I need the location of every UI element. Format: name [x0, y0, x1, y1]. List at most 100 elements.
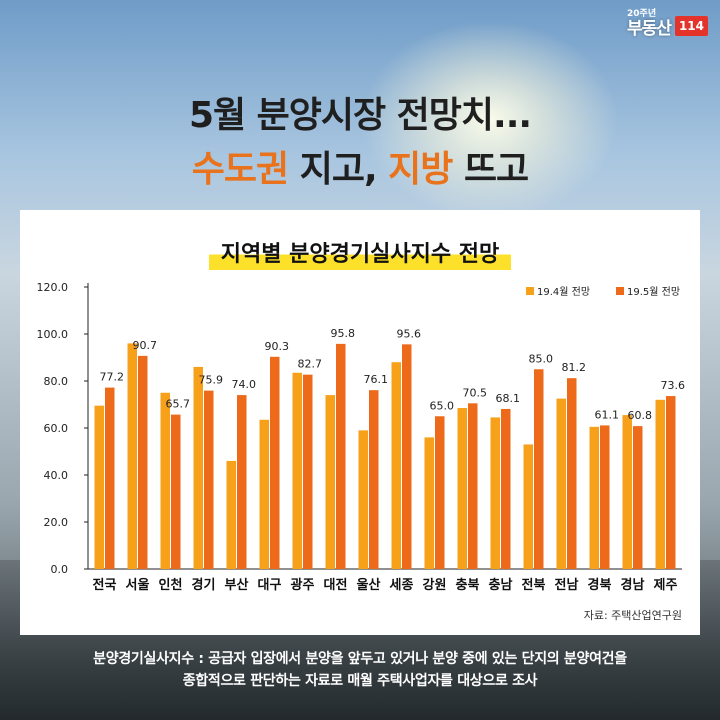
x-tick-label: 경기: [192, 577, 216, 593]
sun-glow: [360, 20, 620, 220]
bar-19-4: [655, 399, 665, 569]
bar-19-5: [666, 396, 676, 569]
x-tick-label: 서울: [126, 577, 150, 593]
bar-19-4: [589, 426, 599, 569]
bar-19-5: [138, 355, 148, 569]
legend-swatch-19-4: [526, 287, 534, 295]
bar-19-5: [435, 416, 445, 569]
bar-19-4: [292, 372, 302, 569]
bar-19-5: [567, 378, 577, 569]
legend-label-19-4: 19.4월 전망: [537, 286, 590, 298]
x-tick-label: 광주: [291, 578, 315, 593]
data-label: 65.7: [166, 398, 191, 411]
y-tick-label: 40.0: [44, 469, 69, 482]
x-tick-label: 전북: [522, 577, 546, 593]
bar-19-5: [633, 426, 643, 569]
x-tick-label: 인천: [159, 577, 183, 593]
x-tick-label: 전남: [555, 577, 579, 593]
bar-19-4: [358, 430, 368, 569]
bar-19-5: [105, 387, 115, 569]
x-tick-label: 제주: [654, 578, 678, 593]
bar-19-5: [270, 356, 280, 569]
chart-title: 지역별 분양경기실사지수 전망: [208, 236, 512, 270]
x-tick-label: 충남: [489, 577, 513, 593]
y-tick-label: 100.0: [37, 328, 69, 341]
chart-card: 지역별 분양경기실사지수 전망 0.0 20.0 40.0 60.0 80.0 100.0…: [20, 210, 700, 635]
footnote-line1: 분양경기실사지수 : 공급자 입장에서 분양을 앞두고 있거나 분양 중에 있는…: [93, 651, 627, 667]
bar-19-4: [226, 460, 236, 569]
x-tick-label: 대구: [258, 578, 282, 593]
data-label: 85.0: [529, 352, 554, 365]
x-tick-label: 부산: [225, 577, 249, 593]
data-label: 77.2: [100, 371, 125, 384]
bar-19-4: [94, 405, 104, 569]
data-label: 61.1: [595, 408, 620, 421]
legend-swatch-19-5: [616, 287, 624, 295]
headline-highlight-capital: 수도권: [191, 149, 289, 190]
y-tick-label: 20.0: [44, 516, 69, 529]
data-label: 73.6: [661, 379, 686, 392]
data-label: 90.3: [265, 340, 290, 353]
data-label: 76.1: [364, 373, 389, 386]
data-label: 65.0: [430, 399, 455, 412]
x-tick-label: 충북: [456, 577, 480, 593]
data-label: 70.5: [463, 386, 488, 399]
y-tick-label: 60.0: [44, 422, 69, 435]
headline-text-a: 지고,: [288, 149, 389, 190]
data-label: 81.2: [562, 361, 587, 374]
data-label: 90.7: [133, 339, 158, 352]
y-tick-label: 80.0: [44, 375, 69, 388]
bar-19-4: [193, 366, 203, 569]
legend-label-19-5: 19.5월 전망: [627, 286, 680, 298]
bar-chart: 0.0 20.0 40.0 60.0 80.0 100.0 120.0 77.2 전국 90.7 서…: [37, 281, 686, 593]
bar-19-5: [303, 374, 313, 569]
logo-number: 114: [674, 16, 708, 36]
bar-19-4: [325, 395, 335, 569]
y-tick-label: 0.0: [51, 563, 69, 576]
data-label: 74.0: [232, 378, 257, 391]
x-tick-label: 울산: [357, 577, 381, 593]
x-tick-label: 강원: [423, 577, 447, 593]
headline-highlight-region: 지방: [388, 149, 453, 190]
bar-19-4: [424, 437, 434, 569]
x-tick-label: 경남: [621, 577, 645, 593]
logo-anniversary: 20주년: [627, 9, 657, 19]
brand-logo: 20주년 부동산 114: [627, 9, 708, 39]
bar-19-5: [402, 344, 412, 569]
bar-19-5: [600, 425, 610, 569]
bar-19-4: [622, 415, 632, 569]
bar-19-4: [259, 419, 269, 569]
bar-19-5: [468, 403, 478, 569]
headline-line1: 5월 분양시장 전망치...: [188, 95, 532, 136]
bar-19-5: [369, 390, 379, 569]
x-tick-label: 전국: [93, 577, 117, 593]
bar-19-4: [556, 398, 566, 569]
bar-19-4: [523, 444, 533, 569]
x-tick-label: 세종: [390, 578, 414, 593]
data-label: 95.6: [397, 327, 422, 340]
bar-19-5: [336, 343, 346, 569]
footnote-line2: 종합적으로 판단하는 자료로 매월 주택사업자를 대상으로 조사: [182, 673, 538, 689]
data-label: 95.8: [331, 327, 356, 340]
data-label: 82.7: [298, 358, 323, 371]
bar-19-4: [160, 392, 170, 569]
headline-line2: 수도권 지고, 지방 뜨고: [0, 140, 720, 192]
bar-19-5: [204, 390, 214, 569]
data-label: 60.8: [628, 409, 653, 422]
logo-brand: 부동산: [627, 18, 672, 39]
bar-19-5: [171, 414, 181, 569]
bar-19-4: [391, 362, 401, 569]
bar-19-4: [490, 417, 500, 569]
bar-19-5: [501, 408, 511, 569]
data-label: 68.1: [496, 392, 521, 405]
y-tick-label: 120.0: [37, 281, 69, 294]
bar-19-5: [237, 395, 247, 569]
source-note: 자료: 주택산업연구원: [583, 609, 682, 622]
headline-text-b: 뜨고: [452, 149, 529, 190]
bar-19-4: [127, 343, 137, 569]
data-label: 75.9: [199, 374, 224, 387]
x-tick-label: 경북: [588, 577, 612, 593]
bar-19-5: [534, 369, 544, 569]
bar-19-4: [457, 408, 467, 569]
x-tick-label: 대전: [324, 577, 348, 593]
